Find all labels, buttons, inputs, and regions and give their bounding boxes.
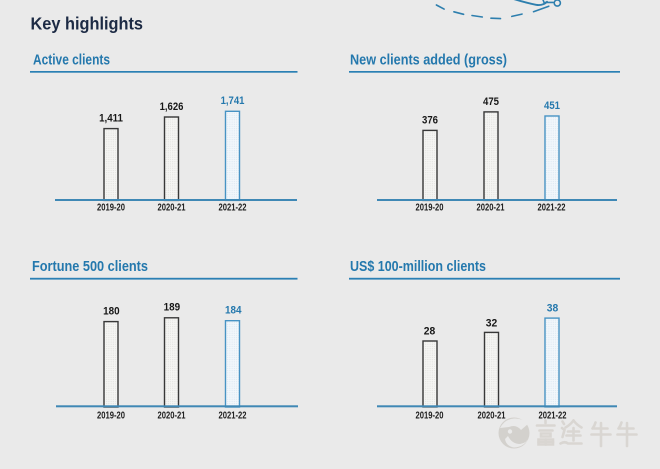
svg-text:180: 180	[103, 306, 120, 318]
svg-text:New clients added (gross): New clients added (gross)	[350, 53, 507, 69]
svg-text:38: 38	[547, 303, 559, 315]
svg-text:1,411: 1,411	[99, 112, 123, 124]
svg-text:1,626: 1,626	[160, 101, 184, 113]
svg-text:2020-21: 2020-21	[158, 411, 186, 422]
svg-text:2019-20: 2019-20	[416, 202, 444, 213]
svg-text:475: 475	[483, 96, 499, 108]
svg-text:2019-20: 2019-20	[97, 411, 125, 422]
svg-text:US$ 100-million clients: US$ 100-million clients	[350, 259, 486, 275]
svg-text:2020-21: 2020-21	[158, 202, 186, 213]
svg-text:376: 376	[422, 115, 438, 127]
svg-text:28: 28	[424, 326, 436, 338]
svg-text:Fortune 500 clients: Fortune 500 clients	[32, 259, 148, 275]
svg-text:2021-22: 2021-22	[538, 202, 566, 213]
svg-text:2021-22: 2021-22	[539, 411, 567, 422]
svg-text:Active clients: Active clients	[33, 53, 110, 69]
svg-text:189: 189	[164, 302, 181, 314]
svg-text:2019-20: 2019-20	[416, 411, 444, 422]
svg-text:2019-20: 2019-20	[97, 202, 125, 213]
svg-text:Key highlights: Key highlights	[31, 14, 144, 34]
svg-text:2020-21: 2020-21	[478, 411, 506, 422]
svg-text:2021-22: 2021-22	[219, 411, 247, 422]
svg-text:2020-21: 2020-21	[477, 202, 505, 213]
svg-text:2021-22: 2021-22	[219, 202, 247, 213]
svg-text:184: 184	[225, 305, 242, 317]
svg-text:32: 32	[486, 318, 498, 330]
svg-text:451: 451	[544, 100, 560, 112]
svg-text:1,741: 1,741	[221, 95, 245, 107]
